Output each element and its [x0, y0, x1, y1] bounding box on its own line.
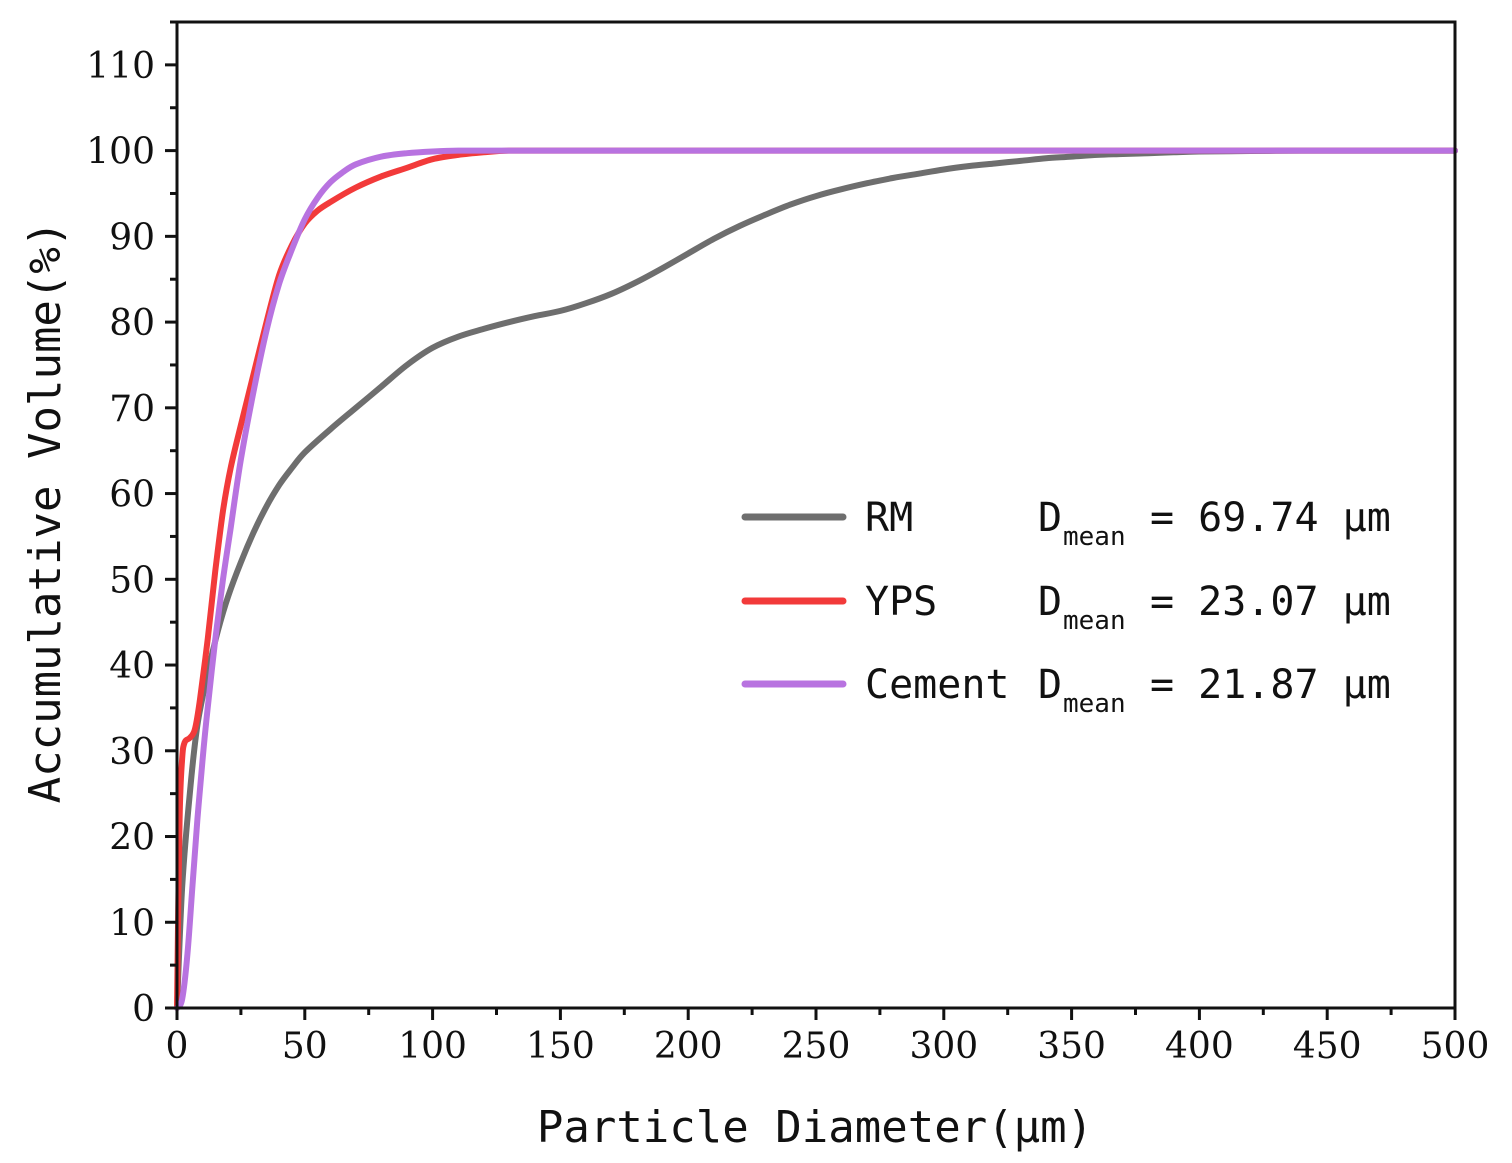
ticks-layer: 0 50 100 150 200 250 300 350 400 450 500 0 10 20 30 40 5… [86, 20, 1490, 1067]
y-tick-label: 20 [109, 818, 155, 859]
x-tick-label: 500 [1421, 1026, 1490, 1067]
y-tick-label: 100 [86, 132, 155, 173]
y-tick-label: 110 [86, 46, 155, 87]
x-tick-label: 400 [1165, 1026, 1234, 1067]
legend-stat-subscript: mean [1063, 689, 1126, 719]
legend-stat-subscript: mean [1063, 606, 1126, 636]
legend-series-name: RM [865, 495, 913, 541]
y-tick-label: 60 [109, 475, 155, 516]
legend-stat-symbol: D [1038, 579, 1062, 625]
legend-stat-symbol: D [1038, 662, 1062, 708]
series-layer [174, 147, 1458, 1011]
legend-stat-subscript: mean [1063, 522, 1126, 552]
y-tick-label: 0 [132, 989, 155, 1030]
legend-series-name: YPS [865, 579, 937, 625]
y-tick-label: 80 [109, 303, 155, 344]
x-tick-label: 50 [282, 1026, 328, 1067]
y-tick-label: 90 [109, 217, 155, 258]
legend-stat-value: = 21.87 μm [1150, 662, 1391, 708]
x-tick-label: 150 [526, 1026, 595, 1067]
y-tick-label: 40 [109, 646, 155, 687]
x-tick-label: 450 [1293, 1026, 1362, 1067]
x-tick-label: 200 [654, 1026, 723, 1067]
x-tick-label: 100 [398, 1026, 467, 1067]
y-tick-label: 50 [109, 560, 155, 601]
x-tick-label: 350 [1037, 1026, 1106, 1067]
legend-stat-value: = 69.74 μm [1150, 495, 1391, 541]
series-line-cement [174, 147, 1458, 1011]
x-tick-label: 0 [166, 1026, 189, 1067]
y-tick-label: 10 [109, 903, 155, 944]
legend-stat-value: = 23.07 μm [1150, 579, 1391, 625]
series-line-rm [174, 147, 1458, 1011]
y-tick-label: 30 [109, 732, 155, 773]
y-tick-label: 70 [109, 389, 155, 430]
x-axis-title: Particle Diameter(μm) [537, 1102, 1093, 1153]
x-tick-label: 300 [909, 1026, 978, 1067]
legend-series-name: Cement [865, 662, 1010, 708]
legend-stat-symbol: D [1038, 495, 1062, 541]
y-axis-title: Accumulative Volume(%) [20, 221, 71, 804]
x-tick-label: 250 [782, 1026, 851, 1067]
